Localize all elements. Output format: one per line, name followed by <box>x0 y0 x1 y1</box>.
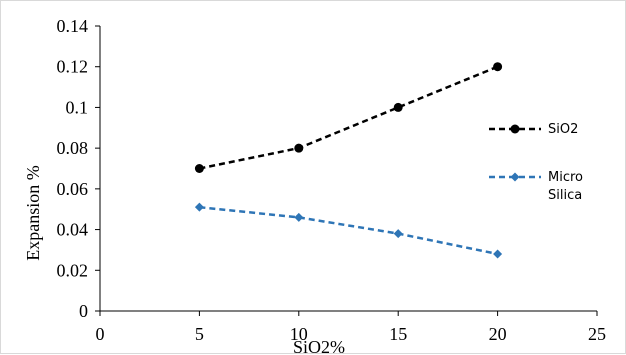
legend-item-micro-silica: Micro Silica <box>489 170 583 203</box>
data-point-micro-silica <box>393 229 403 239</box>
x-tick-label: 25 <box>588 324 606 344</box>
legend-item-sio2: SiO2 <box>489 122 578 137</box>
y-tick-label: 0.12 <box>57 57 89 77</box>
legend-label: Micro <box>548 170 583 185</box>
series-line-micro-silica <box>199 205 498 256</box>
y-tick-label: 0.1 <box>66 97 89 117</box>
y-tick-label: 0.02 <box>57 260 89 280</box>
x-tick-label: 0 <box>96 324 105 344</box>
data-point-micro-silica <box>294 212 304 222</box>
data-point-micro-silica <box>194 202 204 212</box>
y-axis-title: Expansion % <box>23 165 43 260</box>
y-tick-label: 0.14 <box>57 16 89 36</box>
series-line-sio2 <box>199 65 499 170</box>
legend: SiO2 Micro Silica <box>489 122 583 203</box>
x-axis-title: SiO2% <box>293 337 345 355</box>
data-point-micro-silica <box>493 249 503 259</box>
x-tick-label: 15 <box>389 324 407 344</box>
series-sio2 <box>194 62 503 173</box>
x-tick-label: 20 <box>489 324 507 344</box>
legend-swatch-marker <box>510 172 520 182</box>
y-tick-label: 0.06 <box>57 179 89 199</box>
data-point-sio2 <box>393 102 403 112</box>
x-tick-labels: 0 5 10 15 20 25 <box>96 324 607 344</box>
y-tick-label: 0.08 <box>57 138 89 158</box>
x-tick-label: 5 <box>195 324 204 344</box>
axes <box>95 25 598 316</box>
y-tick-labels: 0 0.02 0.04 0.06 0.08 0.1 0.12 0.14 <box>57 16 89 321</box>
legend-label: SiO2 <box>548 122 578 137</box>
legend-swatch-marker <box>510 124 520 134</box>
data-point-sio2 <box>194 164 204 173</box>
y-tick-label: 0.04 <box>57 220 89 240</box>
series-micro-silica <box>194 202 503 259</box>
y-tick-label: 0 <box>79 301 88 321</box>
data-point-sio2 <box>493 62 503 72</box>
series-layer <box>194 62 503 259</box>
legend-label: Silica <box>548 188 582 203</box>
x-tick-label: 10 <box>290 324 308 344</box>
data-point-sio2 <box>294 143 304 153</box>
